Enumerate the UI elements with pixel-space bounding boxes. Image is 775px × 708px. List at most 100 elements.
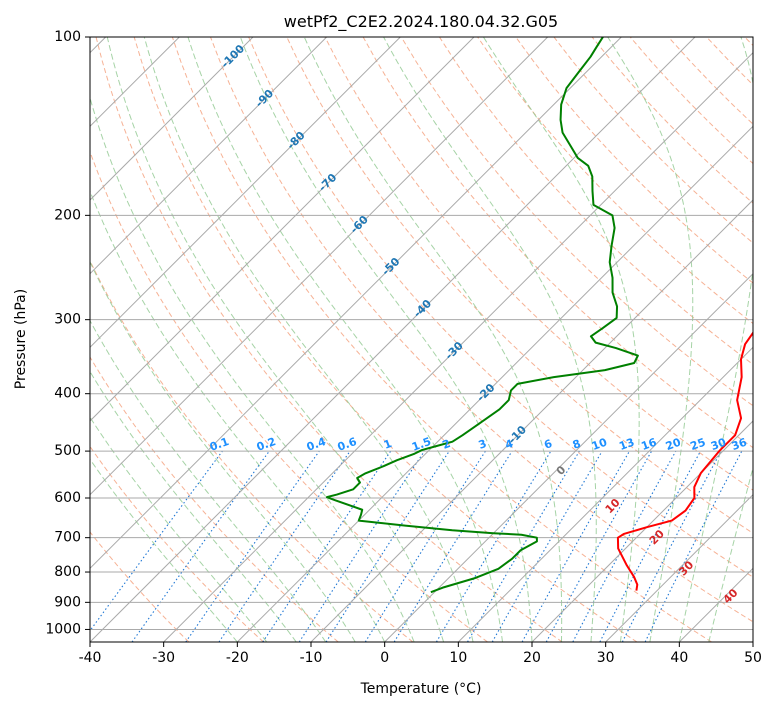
mixing-ratio-label: 0.2: [255, 435, 278, 454]
chart-title: wetPf2_C2E2.2024.180.04.32.G05: [284, 12, 558, 32]
moist-adiabat-line: [482, 37, 640, 642]
mixing-ratio-line: [185, 450, 320, 642]
x-axis-title: Temperature (°C): [360, 681, 482, 697]
moist-adiabat-line: [90, 370, 297, 642]
plot-frame: [89, 36, 754, 643]
dry-adiabat-line: [133, 37, 638, 642]
isotherm-gridlines: [90, 37, 753, 642]
moist-adiabat-line: [106, 37, 445, 642]
isotherm-gridline: [384, 272, 753, 642]
mixing-ratio-line: [298, 450, 425, 642]
mixing-ratio-label: 20: [664, 436, 683, 454]
isotherm-gridline: [90, 37, 549, 496]
mixing-ratio-line: [545, 450, 653, 642]
isotherm-gridline: [163, 51, 753, 642]
mixing-ratio-line: [131, 450, 270, 642]
y-tick-label: 200: [54, 207, 81, 223]
isotherm-gridline: [90, 37, 254, 201]
mixing-ratio-label: 1: [382, 437, 394, 452]
y-tick-label: 500: [54, 443, 81, 459]
dry-adiabat-line: [171, 37, 712, 642]
mixing-ratio-label: 3: [477, 437, 489, 452]
dry-adiabat-line: [400, 37, 753, 407]
moist-adiabat-line: [187, 37, 504, 642]
isotherm-gridline: [90, 37, 475, 422]
y-tick-label: 900: [54, 594, 81, 610]
dry-adiabat-line: [95, 37, 563, 642]
plot-area: [90, 37, 753, 642]
mixing-ratio-label: 10: [590, 436, 609, 454]
moist-adiabat-line: [90, 416, 268, 642]
dry-adiabat-line: [210, 37, 753, 623]
x-tick-label: 20: [523, 650, 541, 666]
dry-adiabat-line: [439, 37, 753, 366]
moist-adiabat-line: [239, 37, 533, 642]
moist-adiabat-line: [383, 37, 597, 642]
isobar-gridlines: [90, 37, 753, 630]
dry-adiabat-line: [90, 150, 488, 642]
sounding-series: [325, 37, 753, 594]
mixing-ratio-line: [644, 450, 743, 642]
mixing-ratio-label: 1.5: [410, 435, 433, 454]
mixing-ratio-label: 25: [689, 436, 708, 453]
x-tick-label: -10: [300, 650, 323, 666]
isotherm-gridline: [310, 199, 753, 642]
moist-adiabat-line: [607, 37, 694, 642]
x-tick-label: 40: [670, 650, 688, 666]
x-tick-label: -20: [226, 650, 249, 666]
temperature-profile-line: [616, 219, 753, 591]
isotherm-gridline: [236, 125, 753, 642]
mixing-ratio-label: 30: [709, 436, 728, 454]
moist-adiabat-line: [303, 37, 563, 642]
moist-adiabat-line: [90, 189, 386, 642]
mixing-ratio-lines: [90, 450, 743, 642]
dry-adiabat-line: [324, 37, 753, 491]
x-tick-label: 30: [597, 650, 615, 666]
mixing-ratio-label: 13: [617, 436, 636, 453]
dry-adiabat-line: [90, 531, 190, 642]
x-tick-label: 50: [744, 650, 762, 666]
y-axis-title: Pressure (hPa): [13, 289, 29, 389]
mixing-ratio-label: 0.4: [305, 435, 328, 454]
isotherm-gridline: [90, 37, 328, 275]
dry-adiabat-line: [90, 356, 339, 642]
y-tick-label: 800: [54, 564, 81, 580]
mixing-ratio-label: 16: [640, 436, 659, 454]
axes: -40 -30 -20 -10 0 10 20 30 40 5010020030040050060…: [45, 29, 762, 666]
isotherm-gridline: [457, 346, 753, 642]
isotherm-gridline: [90, 37, 696, 642]
mixing-ratio-line: [325, 450, 450, 642]
x-tick-label: 0: [380, 650, 389, 666]
isotherm-gridline: [605, 493, 753, 642]
mixing-ratio-label: 4: [503, 437, 515, 452]
isotherm-gridline: [531, 420, 753, 642]
y-tick-label: 100: [54, 29, 81, 45]
mixing-ratio-line: [262, 450, 392, 642]
mixing-ratio-label: 0.6: [336, 435, 359, 454]
mixing-ratio-label: 0.1: [208, 435, 231, 454]
isotherm-gridline: [90, 37, 622, 570]
mixing-ratio-label: 2: [441, 437, 453, 452]
moist-adiabat-line: [90, 260, 356, 642]
mixing-ratio-line: [393, 450, 513, 642]
mixing-ratio-label: 36: [730, 436, 749, 454]
moist-adiabat-line: [678, 37, 753, 642]
x-tick-label: -30: [152, 650, 175, 666]
y-tick-label: 600: [54, 490, 81, 506]
mixing-ratio-label: 8: [571, 437, 583, 452]
plot-layers: -100-90-80-70-60-50-40-30-20-100.1 0.2 0.4…: [90, 37, 753, 642]
mixing-ratio-label: 6: [542, 437, 554, 452]
dry-adiabat-line: [515, 37, 753, 284]
x-tick-label: -40: [79, 650, 102, 666]
y-tick-label: 1000: [45, 621, 81, 637]
moist-adiabats: [90, 37, 753, 642]
y-tick-label: 400: [54, 386, 81, 402]
mixing-ratio-line: [90, 450, 223, 632]
dewpoint-profile-line: [325, 37, 639, 594]
mixing-ratio-line: [521, 450, 630, 642]
x-tick-label: 10: [449, 650, 467, 666]
dry-adiabat-line: [248, 37, 753, 578]
moist-adiabat-line: [143, 37, 474, 642]
y-tick-label: 300: [54, 312, 81, 328]
